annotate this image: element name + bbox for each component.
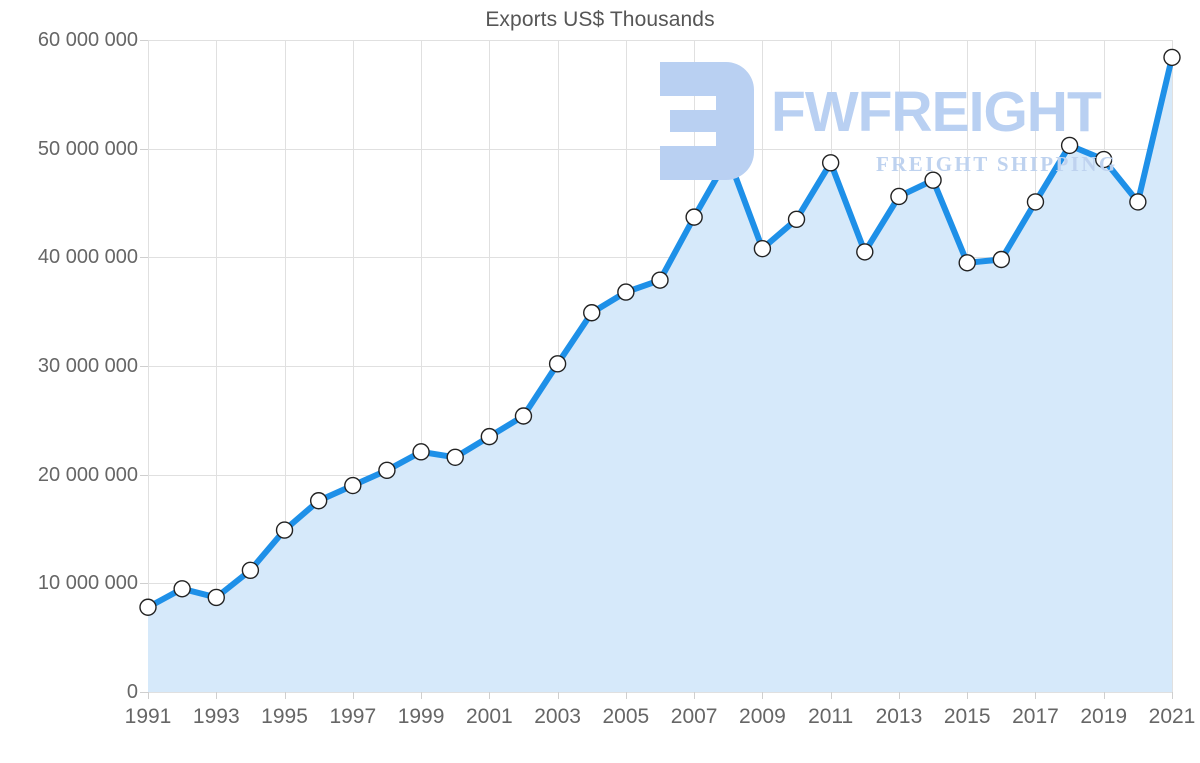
y-axis-tick-label: 60 000 000: [37, 29, 138, 51]
gridline-horizontal: [148, 692, 1172, 693]
data-point-marker[interactable]: [719, 148, 737, 167]
y-axis-tick-mark: [140, 692, 148, 693]
y-axis-tick-mark: [140, 148, 148, 150]
x-axis-tick-mark: [830, 692, 832, 699]
x-axis-tick-label: 2003: [534, 705, 581, 728]
x-axis-tick-label: 1991: [124, 705, 172, 728]
x-axis-tick-mark: [421, 692, 423, 699]
gridline-vertical: [421, 40, 423, 692]
data-point-marker[interactable]: [821, 154, 840, 172]
data-point-marker[interactable]: [1060, 136, 1079, 155]
x-axis-tick-label: 2021: [1148, 705, 1196, 728]
gridline-horizontal: [148, 257, 1172, 259]
data-point-marker[interactable]: [309, 492, 328, 510]
y-axis-tick-mark: [140, 474, 148, 476]
data-point-marker[interactable]: [378, 461, 396, 480]
gridline-vertical: [284, 40, 286, 692]
y-axis-tick-label: 30 000 000: [37, 355, 138, 377]
data-point-marker[interactable]: [583, 304, 601, 322]
y-axis-tick-mark: [140, 257, 148, 259]
gridline-vertical: [216, 40, 218, 692]
x-axis-tick-label: 2001: [465, 705, 513, 728]
data-point-marker[interactable]: [685, 208, 703, 226]
data-point-marker[interactable]: [514, 407, 533, 425]
x-axis-tick-mark: [1035, 692, 1037, 699]
x-axis-tick-mark: [967, 692, 969, 699]
x-axis-tick-mark: [625, 692, 627, 699]
data-point-marker[interactable]: [548, 355, 567, 373]
x-axis-tick-label: 2009: [739, 705, 786, 728]
x-axis-tick-label: 1997: [329, 705, 377, 728]
data-point-marker[interactable]: [139, 598, 157, 616]
x-axis-tick-mark: [216, 692, 218, 699]
data-point-marker[interactable]: [412, 443, 430, 461]
x-axis-tick-label: 1999: [397, 705, 445, 728]
x-axis-tick-label: 1995: [261, 705, 308, 728]
data-point-marker[interactable]: [856, 243, 874, 261]
gridline-horizontal: [148, 40, 1172, 41]
y-axis-tick-label: 10 000 000: [37, 572, 138, 595]
x-axis-tick-label: 2011: [808, 705, 854, 728]
x-axis-tick-label: 2019: [1080, 705, 1128, 728]
data-point-marker[interactable]: [651, 271, 669, 289]
data-point-marker[interactable]: [446, 448, 464, 466]
y-axis-tick-mark: [140, 366, 148, 367]
gridline-vertical: [489, 40, 491, 692]
x-axis-tick-label: 1993: [192, 705, 240, 728]
area-fill: [148, 57, 1172, 692]
y-axis-tick-label: 40 000 000: [37, 246, 138, 269]
gridline-vertical: [352, 40, 354, 692]
data-point-marker[interactable]: [1026, 193, 1045, 211]
x-axis-tick-mark: [762, 692, 764, 699]
gridline-vertical: [1172, 40, 1173, 692]
x-axis-tick-mark: [1172, 692, 1173, 699]
x-axis-tick-mark: [898, 692, 900, 699]
x-axis-tick-mark: [694, 692, 696, 699]
x-axis-tick-mark: [489, 692, 491, 699]
data-point-marker[interactable]: [241, 561, 260, 579]
x-axis-tick-mark: [1103, 692, 1105, 699]
x-axis-tick-mark: [352, 692, 354, 699]
data-point-marker[interactable]: [924, 171, 942, 189]
data-point-marker[interactable]: [275, 521, 294, 539]
x-axis-tick-label: 2015: [943, 705, 991, 728]
data-point-marker[interactable]: [1095, 150, 1113, 169]
data-point-marker[interactable]: [890, 187, 908, 206]
x-axis-tick-label: 2013: [875, 705, 923, 728]
x-axis-tick-label: 2005: [602, 705, 650, 728]
data-point-marker[interactable]: [753, 239, 772, 258]
y-axis: 60 000 000 50 000 000 40 000 000 30 000 000…: [0, 0, 138, 763]
data-point-marker[interactable]: [992, 250, 1011, 269]
x-axis-tick-mark: [148, 692, 149, 699]
data-point-marker[interactable]: [617, 283, 635, 301]
y-axis-tick-mark: [140, 40, 148, 41]
y-axis-tick-label: 50 000 000: [37, 137, 138, 160]
data-point-marker[interactable]: [958, 254, 976, 272]
x-axis-tick-label: 2007: [670, 705, 718, 728]
y-axis-tick-label: 0: [126, 681, 138, 703]
data-point-marker[interactable]: [173, 580, 191, 598]
x-axis-tick-mark: [284, 692, 286, 699]
data-point-marker[interactable]: [207, 588, 225, 607]
y-axis-tick-mark: [140, 583, 148, 585]
y-axis-tick-label: 20 000 000: [37, 463, 138, 486]
chart-title: Exports US$ Thousands: [485, 8, 715, 31]
data-point-marker[interactable]: [480, 427, 499, 446]
data-point-marker[interactable]: [1129, 193, 1147, 211]
gridline-vertical: [148, 40, 149, 692]
data-point-marker[interactable]: [787, 210, 806, 229]
x-axis-tick-label: 2017: [1012, 705, 1059, 728]
x-axis-tick-mark: [557, 692, 559, 699]
data-point-marker[interactable]: [344, 476, 362, 495]
data-point-marker[interactable]: [1163, 48, 1181, 67]
data-point-markers: [139, 48, 1181, 616]
